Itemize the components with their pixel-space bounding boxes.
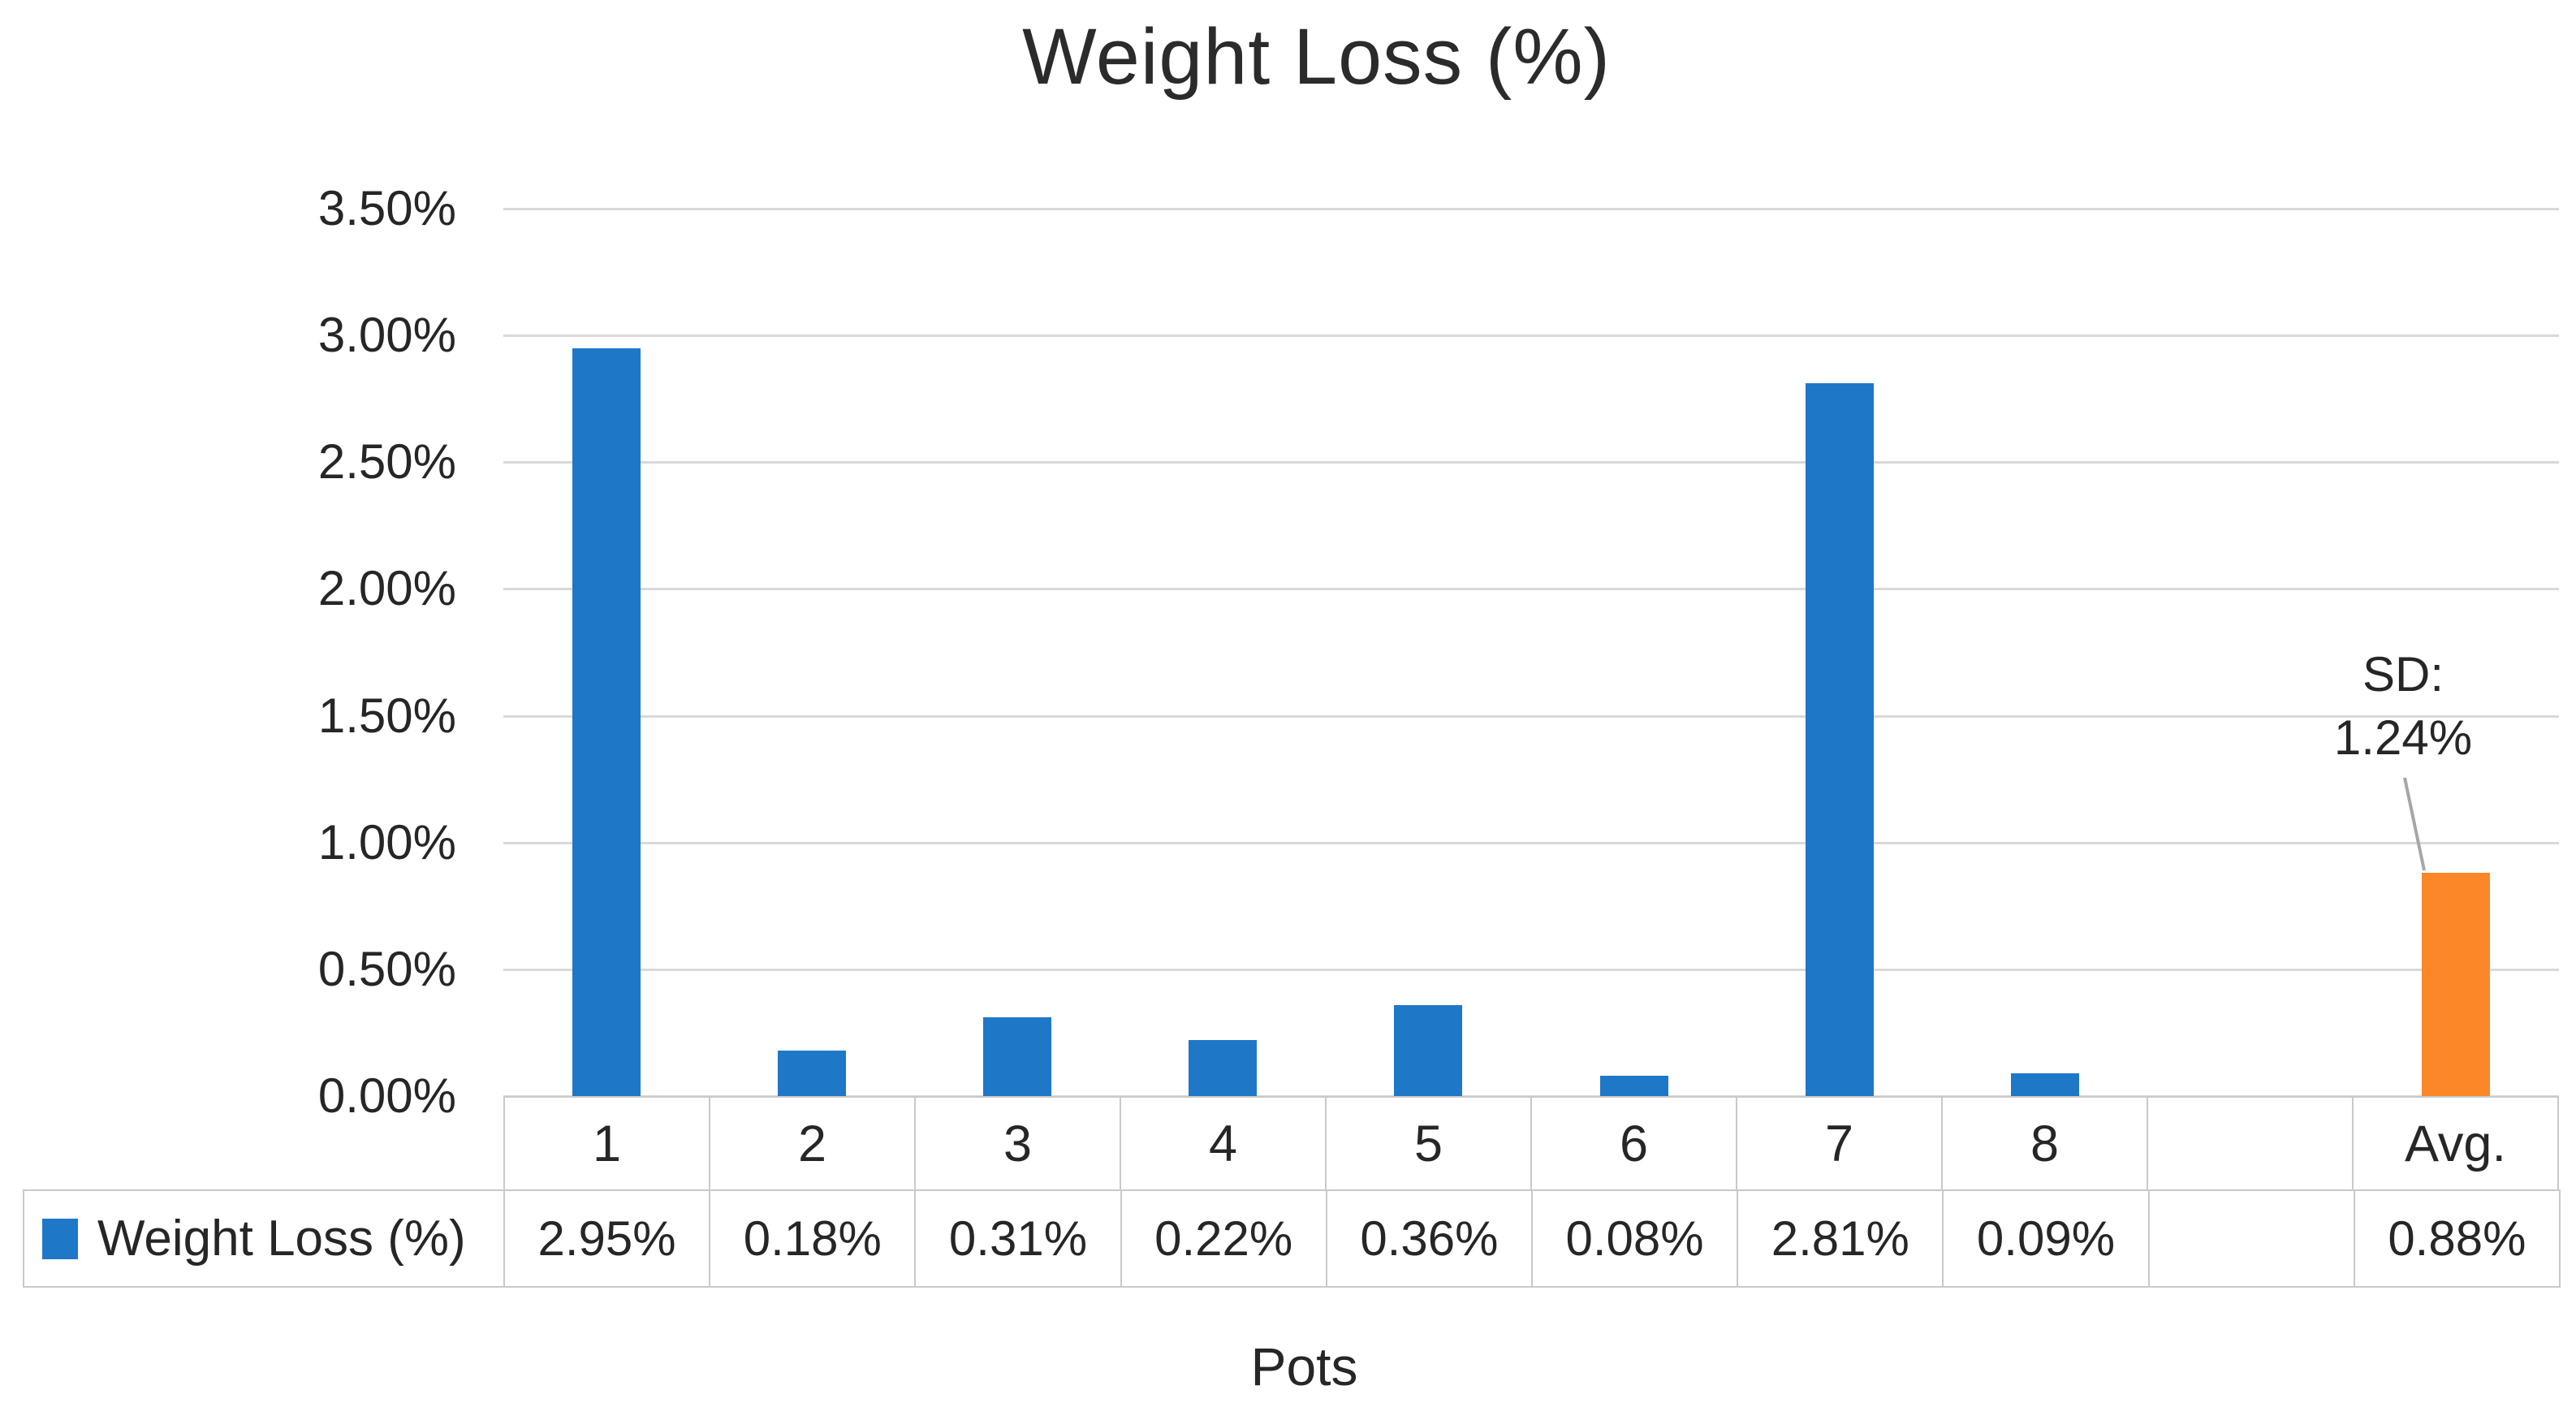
x-axis-title: Pots — [1250, 1336, 1358, 1396]
category-cell-5: 5 — [1327, 1096, 1532, 1189]
bar-1 — [572, 347, 641, 1096]
gridline — [503, 714, 2559, 718]
y-axis-tick-label: 0.00% — [317, 1068, 456, 1123]
bar-7 — [1805, 383, 1874, 1096]
y-axis-tick-label: 0.50% — [317, 941, 456, 996]
series-legend-label: Weight Loss (%) — [97, 1211, 466, 1267]
sd-annotation: SD: 1.24% — [2277, 643, 2529, 770]
y-axis-tick-label: 2.50% — [317, 434, 456, 490]
bar-3 — [983, 1017, 1051, 1096]
sd-leader-line — [2403, 777, 2426, 871]
gridline — [503, 841, 2559, 844]
bar-avg — [2422, 873, 2491, 1096]
data-table-category-row: 1 2 3 4 5 6 7 8 Avg. — [503, 1096, 2559, 1189]
category-cell-6: 6 — [1532, 1096, 1737, 1189]
data-table-value-row: Weight Loss (%) 2.95% 0.18% 0.31% 0.22% 0.36… — [23, 1189, 2561, 1288]
category-cell-4: 4 — [1121, 1096, 1327, 1189]
category-cell-1: 1 — [505, 1096, 710, 1189]
value-cell-blank — [2149, 1189, 2355, 1288]
bar-4 — [1189, 1040, 1258, 1096]
value-cell-5: 0.36% — [1327, 1189, 1533, 1288]
category-cell-3: 3 — [916, 1096, 1121, 1189]
sd-annotation-line1: SD: — [2362, 647, 2444, 701]
bar-2 — [777, 1050, 846, 1096]
value-cell-1: 2.95% — [505, 1189, 711, 1288]
y-axis-tick-label: 2.00% — [317, 561, 456, 616]
legend-cell: Weight Loss (%) — [24, 1189, 505, 1288]
gridline — [503, 968, 2559, 971]
value-cell-7: 2.81% — [1738, 1189, 1944, 1288]
value-cell-2: 0.18% — [710, 1189, 917, 1288]
category-cell-7: 7 — [1737, 1096, 1943, 1189]
gridline — [503, 334, 2559, 338]
bar-8 — [2011, 1073, 2079, 1096]
y-axis-tick-label: 1.00% — [317, 814, 456, 870]
gridline — [503, 461, 2559, 464]
series-legend-swatch — [42, 1218, 78, 1259]
y-axis-tick-label: 1.50% — [317, 688, 456, 743]
gridline — [503, 208, 2559, 210]
value-cell-avg: 0.88% — [2354, 1189, 2561, 1288]
value-cell-3: 0.31% — [916, 1189, 1122, 1288]
value-cell-6: 0.08% — [1532, 1189, 1739, 1288]
y-axis-tick-label: 3.50% — [317, 181, 456, 235]
value-cell-8: 0.09% — [1944, 1189, 2150, 1288]
sd-annotation-line2: 1.24% — [2333, 710, 2473, 765]
category-cell-8: 8 — [1943, 1096, 2148, 1189]
gridline — [503, 588, 2559, 591]
bar-6 — [1599, 1076, 1668, 1096]
bar-5 — [1394, 1004, 1463, 1096]
chart-title: Weight Loss (%) — [1022, 12, 1611, 101]
y-axis-tick-label: 3.00% — [317, 308, 456, 363]
category-cell-blank — [2148, 1096, 2354, 1189]
value-cell-4: 0.22% — [1121, 1189, 1327, 1288]
category-cell-avg: Avg. — [2354, 1096, 2559, 1189]
category-cell-2: 2 — [710, 1096, 916, 1189]
